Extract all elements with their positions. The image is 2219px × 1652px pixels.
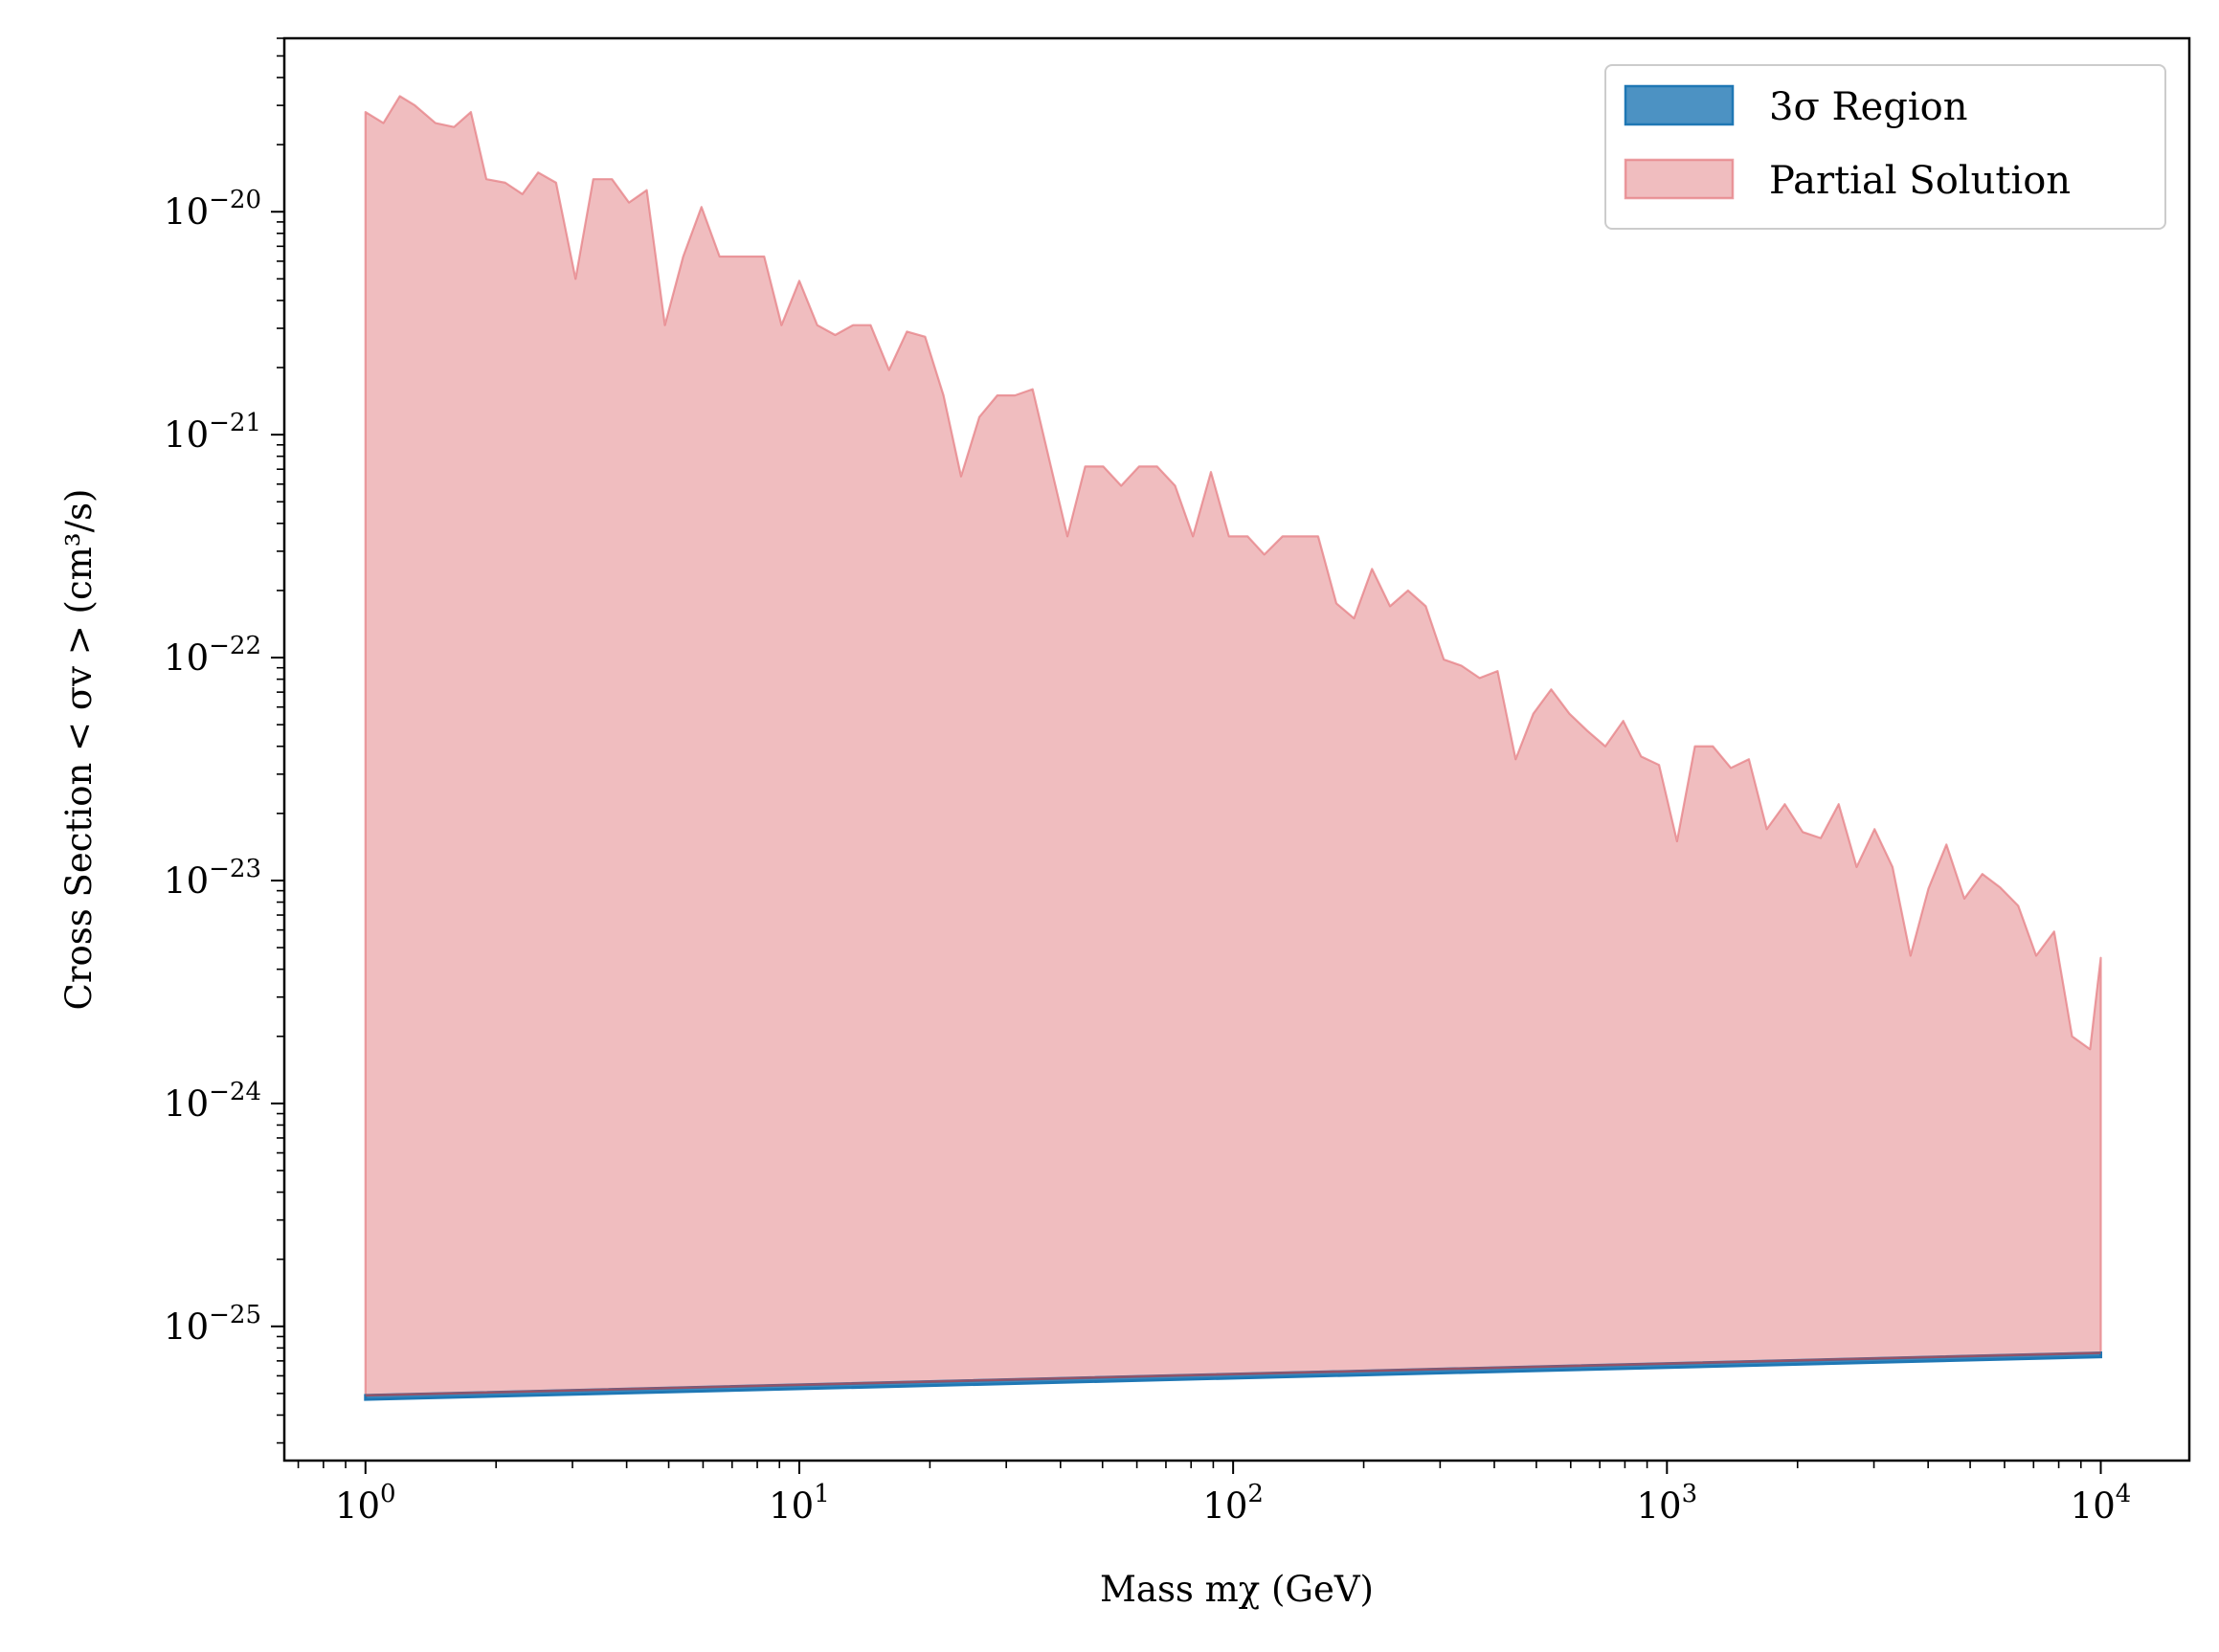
legend-label-3sigma: 3σ Region [1769, 85, 1968, 129]
partial-solution-lower-edge [365, 1351, 2101, 1397]
legend-swatch-3sigma [1624, 84, 1735, 126]
y-tick-label: 10−21 [164, 409, 261, 456]
plot-area [364, 95, 2102, 1401]
x-tick-label: 104 [2071, 1480, 2132, 1527]
y-axis-label: Cross Section < σv > (cm³/s) [58, 489, 100, 1011]
legend-label-partial: Partial Solution [1769, 159, 2071, 203]
y-tick-label: 10−23 [164, 855, 261, 902]
partial-solution-area [364, 95, 2102, 1397]
x-tick-label: 100 [335, 1480, 396, 1527]
legend: 3σ Region Partial Solution [1604, 64, 2166, 230]
y-tick-label: 10−24 [164, 1078, 261, 1125]
x-tick-label: 103 [1636, 1480, 1697, 1527]
x-tick-label: 101 [769, 1480, 830, 1527]
x-tick-label: 102 [1202, 1480, 1264, 1527]
y-tick-label: 10−20 [164, 186, 261, 233]
plot-frame [282, 36, 2191, 1462]
x-axis-label: Mass mχ (GeV) [1100, 1569, 1374, 1610]
legend-swatch-partial [1624, 158, 1735, 200]
y-tick-label: 10−25 [164, 1301, 261, 1348]
axis-ticks: 100 101 102 103 104 10−25 10−24 10−23 10−22 10−21… [164, 37, 2132, 1527]
legend-box [1604, 64, 2166, 230]
y-tick-label: 10−22 [164, 632, 261, 679]
